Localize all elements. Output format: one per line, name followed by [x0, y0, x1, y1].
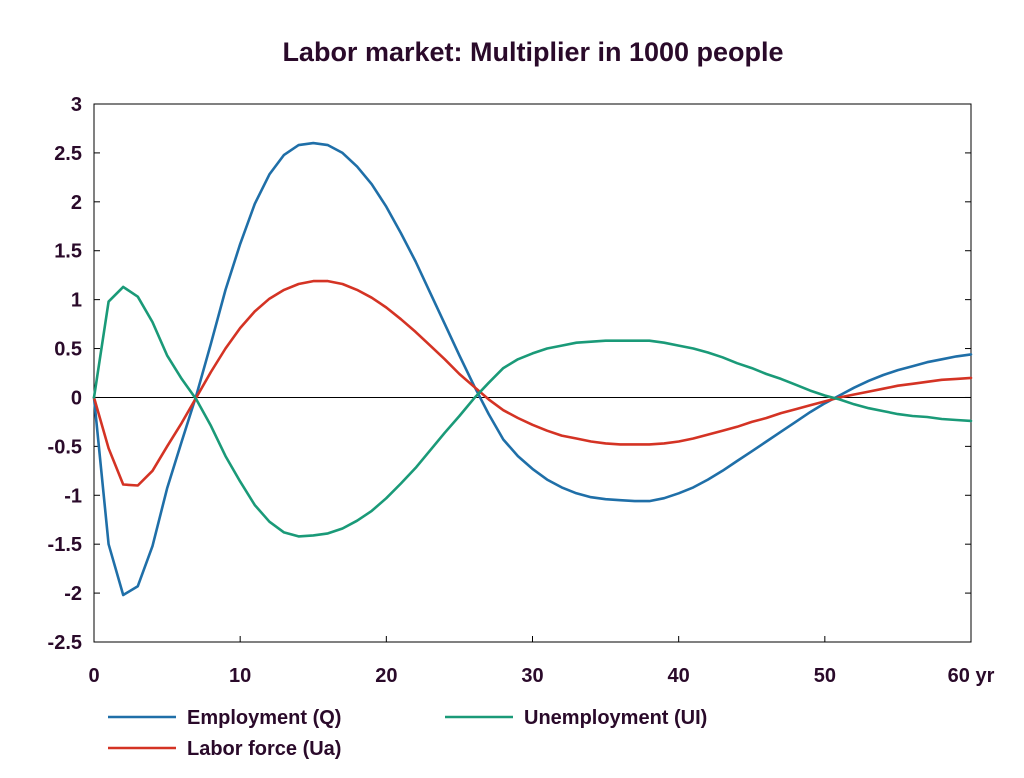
y-tick-label: 2.5: [54, 143, 82, 165]
plot-frame: [93, 103, 972, 643]
y-tick-label: -1.5: [48, 534, 82, 556]
y-tick-label: -0.5: [48, 436, 82, 458]
x-tick-label: 50: [814, 665, 836, 687]
x-tick-label: 20: [375, 665, 397, 687]
y-tick-label: -1: [64, 485, 82, 507]
plot-area: 3 2.5 2 1.5 1 0.5 0 -0.5 -1 -1.5 -2 -2.5 0 10 20 30 40 50…: [48, 94, 995, 687]
series-line-3: [92, 285, 973, 538]
y-tick-label: 2: [71, 192, 82, 214]
y-tick-label: 0: [71, 387, 82, 409]
series-line-2: [92, 279, 973, 487]
legend-label-3: Unemployment (UI): [524, 707, 707, 729]
series-line-1: [92, 141, 973, 597]
x-tick-label: 40: [668, 665, 690, 687]
x-tick-label: 10: [229, 665, 251, 687]
chart-title: Labor market: Multiplier in 1000 people: [282, 37, 783, 67]
legend: Employment (Q) Labor force (Ua) Unemployme…: [108, 707, 707, 760]
y-tick-label: -2.5: [48, 632, 82, 654]
y-tick-label: 1.5: [54, 241, 82, 263]
legend-label-1: Employment (Q): [187, 707, 341, 729]
y-tick-label: 3: [71, 94, 82, 116]
legend-label-2: Labor force (Ua): [187, 738, 341, 760]
y-tick-label: 0.5: [54, 339, 82, 361]
x-tick-label: 30: [521, 665, 543, 687]
x-tick-label: 0: [88, 665, 99, 687]
y-tick-label: 1: [71, 290, 82, 312]
y-tick-label: -2: [64, 583, 82, 605]
x-tick-label: 60 yr: [948, 665, 995, 687]
